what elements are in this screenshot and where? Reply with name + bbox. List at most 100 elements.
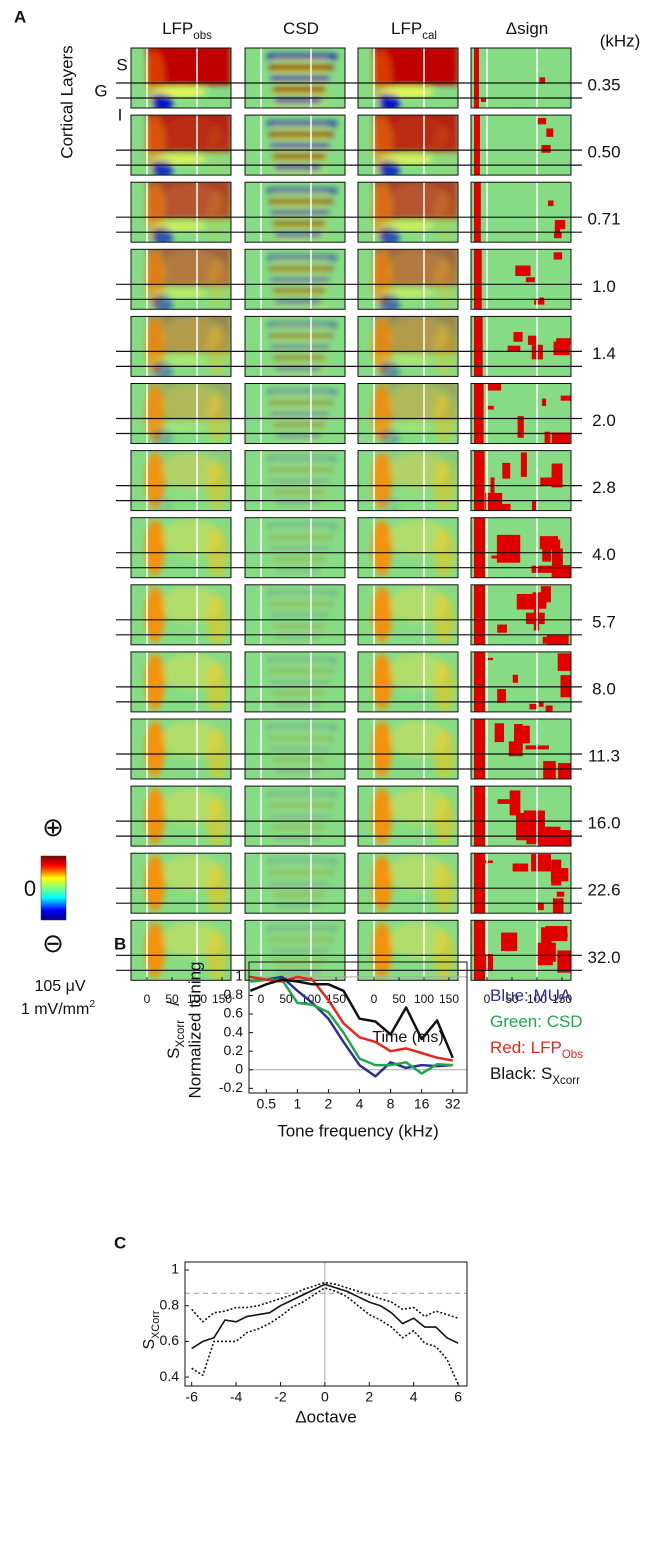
sink-band [275, 433, 321, 439]
sign-strip [474, 316, 483, 377]
cell-frame [470, 450, 572, 512]
sink-band [271, 881, 329, 887]
y-tick-label: 0.2 [224, 1042, 244, 1058]
heatmap-cell [131, 920, 231, 981]
response-weak [372, 721, 392, 777]
source-band [273, 628, 328, 632]
cell-frame [130, 114, 232, 176]
x-tick-label: 0 [144, 992, 151, 1006]
sign-strip [474, 48, 479, 108]
x-axis-label: Δoctave [295, 1407, 356, 1426]
sink-band [271, 814, 329, 820]
cell-pattern [372, 48, 458, 108]
sign-strip [474, 517, 485, 578]
sink-band [269, 266, 333, 272]
heatmap-cell [131, 383, 231, 444]
source-band [273, 830, 328, 834]
x-tick-label: 0 [484, 992, 491, 1006]
cell-pattern [474, 450, 563, 511]
sink-band [269, 534, 333, 540]
sink-band [273, 288, 325, 294]
x-tick-label: 100 [414, 992, 434, 1006]
cell-pattern [372, 519, 454, 578]
sign-patch [514, 724, 523, 751]
response-yellow [388, 385, 448, 422]
response-weak [372, 519, 392, 576]
frequency-label: 2.8 [592, 478, 616, 497]
sink-band [275, 500, 321, 506]
sign-patch [539, 536, 559, 550]
heatmap-cell [358, 719, 458, 779]
response-yellow [388, 653, 448, 690]
sink-band [275, 769, 321, 774]
frequency-label: 16.0 [587, 814, 620, 833]
cell-frame [244, 248, 346, 310]
legend-entry-part: Blue: MUA [490, 986, 572, 1005]
heatmap-cell [471, 249, 571, 310]
sign-strip [474, 786, 485, 847]
cell-pattern [474, 786, 571, 847]
sign-patch [547, 200, 554, 207]
frequency-label: 0.35 [587, 75, 620, 94]
sign-patch [541, 144, 551, 153]
cell-pattern [474, 48, 546, 108]
heatmap-cell [471, 517, 571, 578]
source-band [273, 595, 328, 599]
source-band [273, 528, 328, 532]
sign-patch [551, 548, 563, 567]
y-axis-label: SXcorr / [164, 1001, 187, 1059]
cell-pattern [267, 255, 337, 308]
cell-frame [470, 517, 572, 579]
cell-frame [470, 315, 572, 377]
sign-strip [474, 651, 485, 712]
heatmap-cell [471, 182, 571, 243]
source-band [273, 561, 328, 565]
sign-patch [557, 763, 571, 779]
x-tick-label: 0 [321, 1389, 329, 1405]
source-band [273, 159, 328, 163]
sign-patch [529, 703, 538, 710]
sign-patch [536, 118, 547, 125]
x-tick-label: 100 [301, 992, 321, 1006]
response-ring [155, 87, 207, 97]
cell-pattern [145, 48, 231, 108]
source-band [273, 964, 328, 968]
response-yellow [161, 117, 221, 154]
source-band [273, 706, 328, 710]
cell-frame [244, 383, 346, 444]
heatmap-cell [471, 48, 571, 108]
heatmap-cell [245, 249, 345, 310]
sign-patch [521, 725, 530, 744]
sign-patch [487, 657, 494, 661]
sign-patch [560, 675, 571, 698]
source-band [273, 494, 328, 498]
cell-frame [470, 785, 572, 847]
x-tick-label: 8 [387, 1096, 395, 1112]
sink-band [269, 803, 333, 809]
response-yellow [161, 586, 221, 623]
source-band [273, 606, 328, 610]
source-band [273, 204, 328, 208]
frequency-label: 8.0 [592, 679, 616, 698]
layer-label: S [116, 55, 127, 74]
response-yellow [161, 922, 221, 959]
y-tick-label: 0.6 [224, 1005, 244, 1021]
scale-csd-part: 1 mV/mm [21, 1001, 89, 1018]
heatmap-cell [245, 853, 345, 914]
response-yellow [388, 788, 448, 825]
sign-patch [552, 898, 564, 914]
sink-band [269, 333, 333, 339]
sink-band [271, 612, 329, 618]
source-band [273, 774, 328, 777]
cell-pattern [145, 115, 231, 176]
response-yellow [388, 855, 448, 892]
colorbar-minus: ⊖ [42, 928, 64, 958]
response-ring [155, 422, 207, 433]
sign-patch [551, 463, 563, 488]
response-weak [145, 788, 165, 845]
legend-entry-part: Obs [562, 1049, 583, 1061]
cell-background [471, 651, 571, 712]
sink-band [269, 65, 333, 70]
sign-strip [474, 383, 484, 444]
